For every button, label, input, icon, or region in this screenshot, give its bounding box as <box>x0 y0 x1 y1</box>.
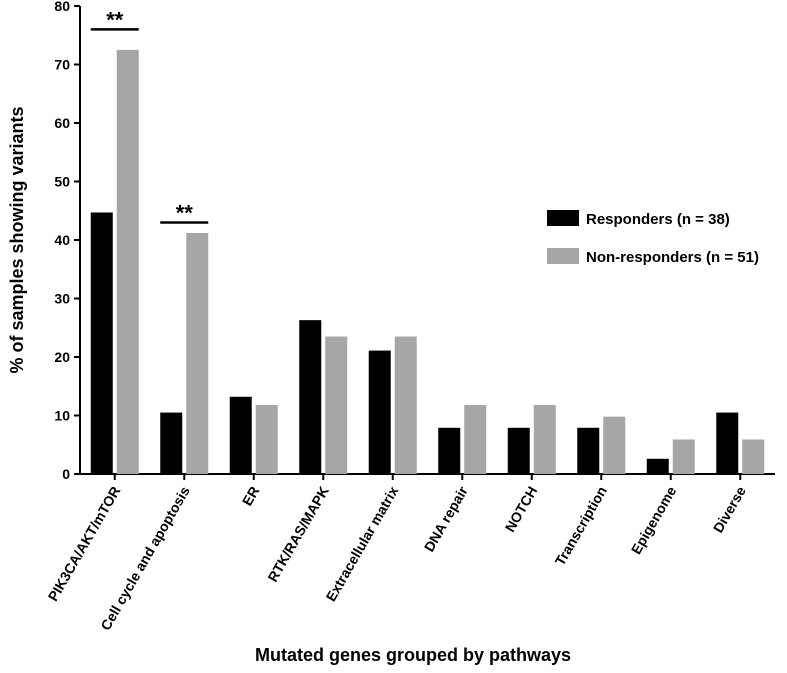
y-tick-label: 80 <box>54 0 70 14</box>
non-responders-bar <box>255 404 278 474</box>
responders-bar <box>90 212 113 474</box>
y-tick-label: 0 <box>62 466 70 482</box>
legend: Responders (n = 38) Non-responders (n = 5… <box>547 210 759 266</box>
bars <box>90 49 765 474</box>
y-axis-title: % of samples showing variants <box>7 106 27 373</box>
responders-bar <box>507 427 530 474</box>
category-label: Epigenome <box>628 483 680 557</box>
significance-markers: ** ** <box>90 7 209 225</box>
legend-label: Non-responders (n = 51) <box>586 249 759 266</box>
non-responders-bar <box>325 336 348 474</box>
x-axis-title: Mutated genes grouped by pathways <box>255 645 571 665</box>
category-label: RTK/RAS/MAPK <box>264 484 332 585</box>
significance-label: ** <box>176 200 194 225</box>
non-responders-bar <box>742 439 765 474</box>
non-responders-bar <box>394 336 417 474</box>
non-responders-bar <box>116 49 139 474</box>
responders-bar <box>160 412 183 474</box>
responders-bar <box>716 412 739 474</box>
category-label: NOTCH <box>502 484 541 535</box>
responders-bar <box>438 427 461 474</box>
legend-label: Responders (n = 38) <box>586 211 730 228</box>
category-label: PIK3CA/AKT/mTOR <box>45 484 124 604</box>
non-responders-bar <box>603 416 626 474</box>
category-label: DNA repair <box>421 483 471 554</box>
non-responders-bar <box>533 404 556 474</box>
non-responders-bar <box>186 232 209 474</box>
responders-bar <box>299 320 322 474</box>
significance-label: ** <box>106 7 124 32</box>
responders-bar <box>577 427 600 474</box>
non-responders-bar <box>464 404 487 474</box>
y-tick-label: 20 <box>54 349 70 365</box>
legend-swatch <box>547 210 579 226</box>
category-label: Diverse <box>710 483 749 535</box>
y-tick-label: 70 <box>54 57 70 73</box>
category-label: Extracellular matrix <box>323 483 402 604</box>
responders-bar <box>229 396 252 474</box>
y-tick-label: 30 <box>54 291 70 307</box>
y-tick-label: 60 <box>54 115 70 131</box>
responders-bar <box>368 350 391 474</box>
y-tick-label: 50 <box>54 174 70 190</box>
category-label: ER <box>239 484 263 509</box>
non-responders-bar <box>672 439 695 474</box>
y-tick-label: 40 <box>54 232 70 248</box>
category-label: Transcription <box>552 484 610 569</box>
legend-swatch <box>547 248 579 264</box>
y-tick-label: 10 <box>54 408 70 424</box>
responders-bar <box>646 458 669 474</box>
